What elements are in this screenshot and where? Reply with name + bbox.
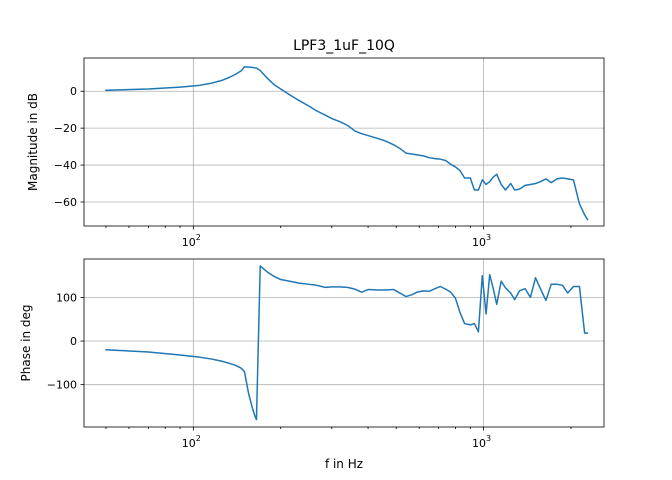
magnitude-series-line — [105, 66, 589, 221]
phase-y-axis-label: Phase in deg — [19, 304, 33, 381]
phase-x-axis-label: f in Hz — [325, 457, 363, 471]
phase-x-tick-label: 103 — [472, 434, 491, 450]
phase-y-tick-label: −100 — [47, 379, 77, 392]
phase-y-tick-label: 100 — [56, 291, 77, 304]
magnitude-y-tick-label: 0 — [70, 85, 77, 98]
magnitude-y-tick-label: −40 — [54, 159, 77, 172]
magnitude-y-tick-label: −20 — [54, 122, 77, 135]
magnitude-x-tick-exponent: 2 — [196, 233, 201, 242]
phase-x-tick-label: 102 — [182, 434, 201, 450]
magnitude-x-tick-label: 102 — [182, 233, 201, 249]
phase-x-tick-exponent: 3 — [486, 434, 491, 443]
phase-x-tick-base: 10 — [472, 437, 486, 450]
phase-series-line — [105, 265, 589, 421]
magnitude-x-tick-label: 103 — [472, 233, 491, 249]
phase-x-tick-exponent: 2 — [196, 434, 201, 443]
magnitude-x-tick-exponent: 3 — [486, 233, 491, 242]
magnitude-y-tick-label: −60 — [54, 196, 77, 209]
magnitude-x-tick-base: 10 — [182, 236, 196, 249]
magnitude-y-axis-label: Magnitude in dB — [26, 93, 40, 191]
magnitude-frame — [83, 57, 605, 227]
phase-y-tick-label: 0 — [70, 335, 77, 348]
magnitude-x-tick-base: 10 — [472, 236, 486, 249]
phase-frame — [83, 258, 605, 428]
phase-x-tick-base: 10 — [182, 437, 196, 450]
chart-title: LPF3_1uF_10Q — [293, 38, 395, 54]
